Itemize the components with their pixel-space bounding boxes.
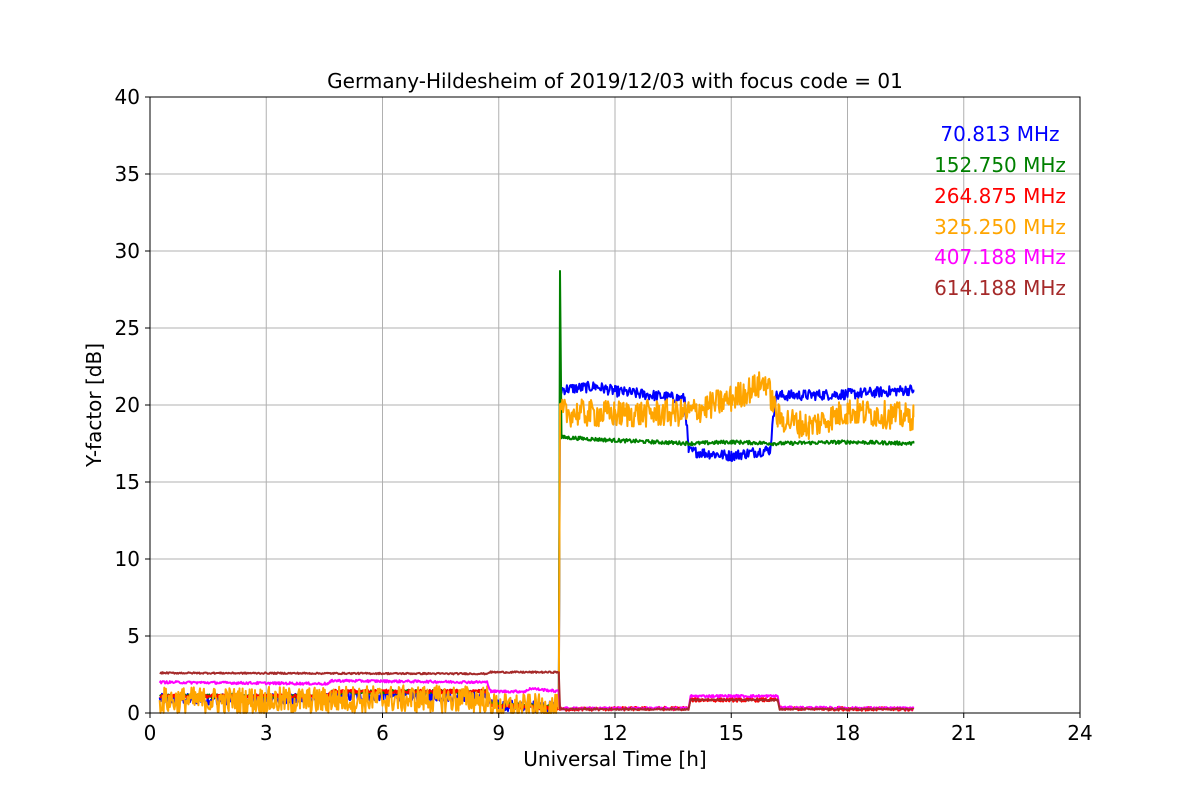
x-tick-label: 18 — [835, 721, 860, 745]
y-tick-label: 5 — [127, 624, 140, 648]
y-tick-label: 30 — [115, 239, 140, 263]
x-tick-label: 15 — [719, 721, 744, 745]
series-layer — [158, 270, 915, 714]
legend-item-4: 407.188 MHz — [934, 245, 1066, 269]
legend-item-2: 264.875 MHz — [934, 184, 1066, 208]
y-tick-label: 20 — [115, 393, 140, 417]
y-tick-label: 15 — [115, 470, 140, 494]
x-tick-label: 24 — [1067, 721, 1092, 745]
x-tick-label: 12 — [602, 721, 627, 745]
y-tick-label: 35 — [115, 162, 140, 186]
y-tick-label: 10 — [115, 547, 140, 571]
legend-item-3: 325.250 MHz — [934, 215, 1066, 239]
y-tick-label: 25 — [115, 316, 140, 340]
legend-item-5: 614.188 MHz — [934, 276, 1066, 300]
x-tick-label: 3 — [260, 721, 273, 745]
legend-item-1: 152.750 MHz — [934, 153, 1066, 177]
x-tick-label: 21 — [951, 721, 976, 745]
x-tick-label: 0 — [144, 721, 157, 745]
y-axis-title: Y-factor [dB] — [82, 343, 106, 468]
series-line-4 — [158, 678, 915, 711]
x-tick-label: 9 — [492, 721, 505, 745]
y-tick-label: 40 — [115, 85, 140, 109]
chart-title: Germany-Hildesheim of 2019/12/03 with fo… — [327, 69, 903, 93]
legend-item-0: 70.813 MHz — [940, 122, 1059, 146]
series-line-5 — [159, 670, 915, 711]
series-line-3 — [158, 371, 915, 714]
x-axis-title: Universal Time [h] — [523, 747, 706, 771]
x-tick-label: 6 — [376, 721, 389, 745]
y-tick-label: 0 — [127, 701, 140, 725]
legend: 70.813 MHz 152.750 MHz 264.875 MHz 325.2… — [934, 122, 1066, 300]
ticks: 0 3 6 9 12 15 18 21 24 0 5 10 15 20 25 30 35 40 — [115, 85, 1093, 745]
